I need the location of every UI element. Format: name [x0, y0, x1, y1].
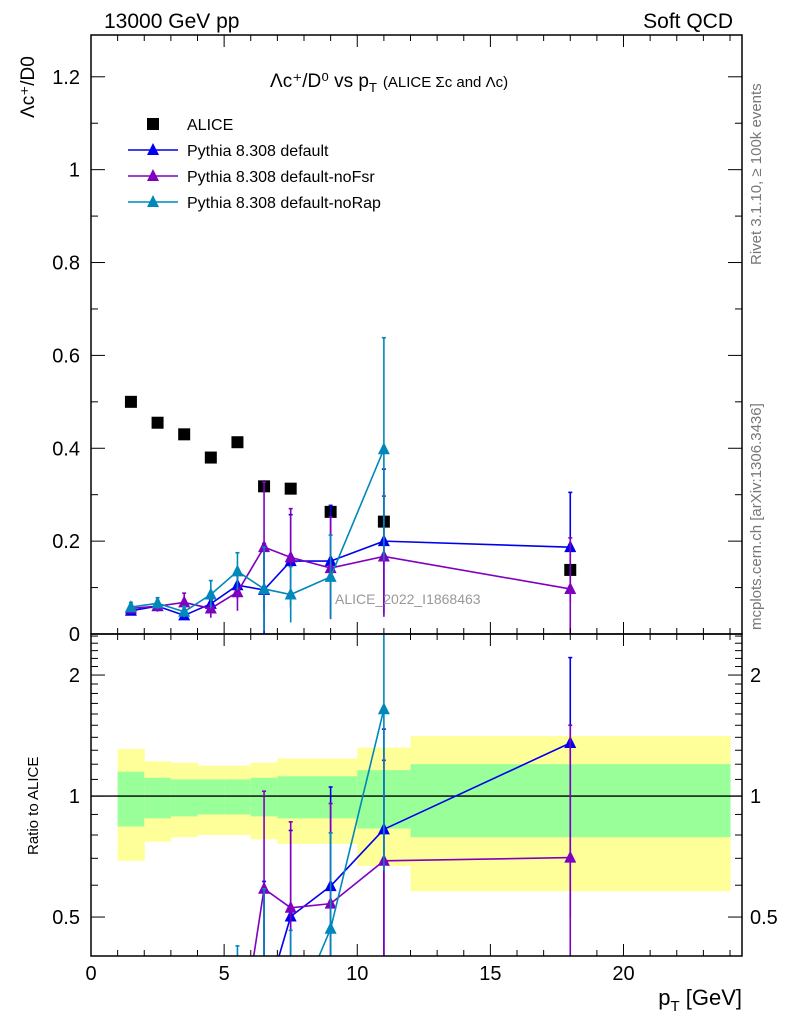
y-axis-label-main: Λc⁺/D0 [18, 56, 39, 118]
legend-marker-triangle [147, 195, 159, 207]
data-point-triangle [204, 587, 217, 600]
legend-label-default: Pythia 8.308 default [187, 143, 329, 160]
uncertainty-band-inner [277, 776, 305, 819]
alice-data-point [178, 428, 191, 441]
header-right: Soft QCD [643, 10, 733, 33]
uncertainty-band-inner [170, 779, 199, 817]
series-default [124, 468, 577, 634]
x-tick-label: 15 [479, 963, 501, 985]
title-main: Λc⁺/D⁰ vs p [270, 71, 369, 92]
mcplots-text: mcplots.cern.ch [arXiv:1306.3436] [748, 403, 765, 630]
data-point-triangle [151, 596, 164, 609]
alice-data-point [124, 395, 137, 408]
data-point-triangle [178, 604, 191, 617]
y-tick-label: 1 [69, 160, 80, 182]
data-point-triangle [258, 540, 271, 553]
title-sub: T [369, 80, 377, 95]
y-tick-label: 1.2 [52, 67, 80, 89]
ratio-series-line [330, 828, 385, 887]
ratio-series-line [252, 888, 265, 957]
data-point-triangle [231, 585, 244, 598]
x-tick-label: 5 [219, 963, 230, 985]
ratio-frame [90, 633, 743, 957]
y-tick-label: 0.2 [52, 531, 80, 553]
data-point-triangle [324, 569, 337, 582]
y-tick-label: 0.8 [52, 253, 80, 275]
series-line [130, 448, 385, 613]
data-point-triangle [284, 587, 297, 600]
data-point-triangle [258, 581, 271, 594]
y-tick-label: 0.6 [52, 345, 80, 367]
legend-marker-triangle [147, 169, 159, 181]
ratio-series-line [290, 902, 331, 909]
data-point-triangle [564, 581, 577, 594]
alice-data-point [284, 482, 297, 495]
title-extra: (ALICE Σc and Λc) [383, 74, 508, 91]
ratio-series-line [383, 742, 571, 831]
ratio-series-line [278, 916, 292, 957]
y-tick-label: 0.4 [52, 438, 80, 460]
ratio-y-tick-label: 1 [69, 786, 80, 808]
ratio-point-triangle [564, 850, 577, 863]
legend-marker-triangle [147, 143, 159, 155]
ratio-point-triangle [324, 921, 337, 934]
ratio-y-tick-label: 2 [69, 665, 80, 687]
header-left: 13000 GeV pp [104, 10, 239, 33]
x-label-unit: [GeV] [686, 985, 742, 1010]
legend-marker-square [147, 118, 159, 130]
data-point-triangle [124, 600, 137, 613]
legend-label-alice: ALICE [187, 117, 233, 134]
uncertainty-band-inner [197, 779, 225, 815]
series-alice [124, 395, 577, 576]
ratio-series-line [290, 885, 332, 918]
legend: ALICE Pythia 8.308 default Pythia 8.308 de… [128, 117, 381, 212]
main-panel: 0 0.2 0.4 0.6 0.8 1 1.2 [52, 34, 743, 956]
alice-data-point [204, 451, 217, 464]
ratio-y-tick-label-right: 0.5 [750, 907, 778, 929]
alice-data-point [151, 416, 164, 429]
ratio-point-triangle [377, 702, 390, 715]
ratio-point-triangle [258, 881, 271, 894]
data-point-triangle [231, 564, 244, 577]
uncertainty-band-inner [224, 779, 252, 815]
ratio-y-tick-label: 0.5 [52, 907, 80, 929]
ratio-y-tick-label-right: 1 [750, 786, 761, 808]
x-axis-label: pT [GeV] [658, 985, 742, 1015]
watermark: ALICE_2022_I1868463 [335, 591, 481, 607]
ratio-series-line [330, 860, 385, 905]
legend-label-noFsr: Pythia 8.308 default-noFsr [187, 169, 375, 186]
ratio-series-line [329, 709, 385, 929]
ratio-panel: 0 5 10 15 20 0.5 0.5 1 1 2 2 [52, 633, 778, 985]
legend-label-noRap: Pythia 8.308 default-noRap [187, 195, 381, 212]
series-line [130, 540, 571, 617]
ratio-point-triangle [284, 900, 297, 913]
data-point-triangle [284, 550, 297, 563]
y-axis-label-ratio: Ratio to ALICE [25, 757, 42, 855]
alice-data-point [231, 436, 244, 449]
data-point-triangle [178, 595, 191, 608]
main-title: Λc⁺/D⁰ vs pT (ALICE Σc and Λc) [270, 71, 508, 95]
uncertainty-band-inner [117, 771, 145, 827]
series-noRap [124, 336, 390, 631]
ratio-bands [117, 736, 731, 892]
data-point-triangle [377, 442, 390, 455]
ratio-series-line [383, 856, 571, 862]
x-tick-label: 0 [85, 963, 96, 985]
x-label-sub: T [670, 998, 679, 1015]
x-tick-label: 20 [612, 963, 634, 985]
x-tick-label: 10 [346, 963, 368, 985]
y-tick-label: 0 [69, 624, 80, 646]
x-label-main: p [658, 985, 670, 1010]
ratio-series-noRap [235, 634, 390, 957]
uncertainty-band-inner [144, 777, 172, 819]
rivet-version-text: Rivet 3.1.10, ≥ 100k events [748, 83, 765, 265]
series-line [130, 546, 571, 610]
ratio-y-tick-label-right: 2 [750, 665, 761, 687]
